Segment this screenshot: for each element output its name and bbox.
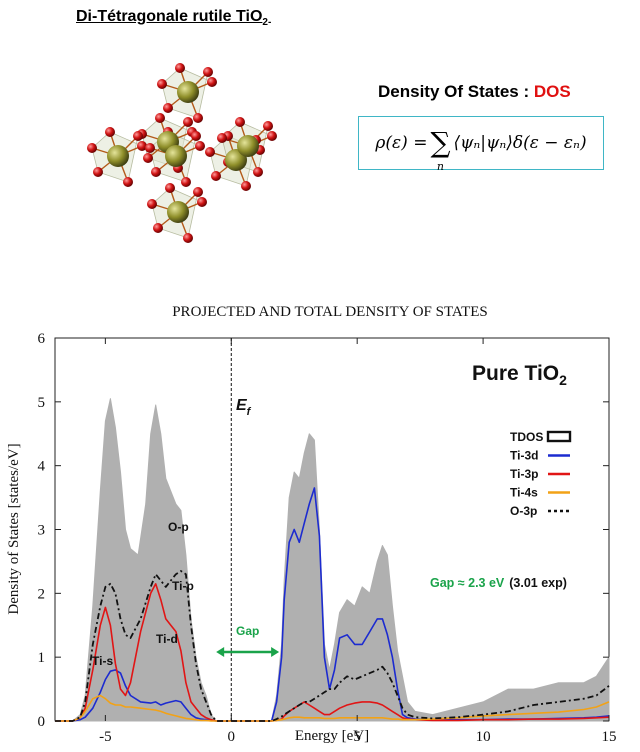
- series-tdos: [54, 398, 610, 722]
- y-tick-label: 3: [38, 523, 46, 539]
- oxygen-atom: [217, 133, 227, 143]
- gap-experimental: (3.01 exp): [509, 576, 567, 590]
- series-ti-4s: [55, 694, 610, 722]
- crystal-title-subscript: 2-: [262, 17, 272, 29]
- fermi-level-subscript: f: [247, 406, 252, 418]
- y-tick-label: 4: [38, 459, 46, 475]
- oxygen-atom: [133, 131, 143, 141]
- oxygen-atom: [183, 117, 193, 127]
- system-label: Pure TiO2: [472, 362, 567, 388]
- crystal-title-main: Di-Tétragonale rutile TiO: [76, 8, 263, 25]
- oxygen-atom: [165, 183, 175, 193]
- y-tick-label: 5: [38, 395, 46, 411]
- titanium-atom: [177, 81, 199, 103]
- oxygen-atom: [207, 77, 217, 87]
- titanium-atom: [237, 135, 259, 157]
- oxygen-atom: [137, 141, 147, 151]
- crystal-title: Di-Tétragonale rutile TiO2-: [76, 8, 271, 28]
- dos-formula: ρ(ε) = ∑ n ⟨ψₙ|ψₙ⟩δ(ε − εₙ): [358, 116, 604, 173]
- gap-arrow-head-right: [271, 647, 280, 657]
- oxygen-atom: [205, 147, 215, 157]
- oxygen-atom: [241, 181, 251, 191]
- oxygen-atom: [153, 223, 163, 233]
- gap-value-label: Gap ≈ 2.3 eV (3.01 exp): [430, 576, 567, 590]
- axis-layer: -5 0 5 10 15 0 1 2 3 4 5 6: [38, 331, 617, 745]
- oxygen-atom: [195, 141, 205, 151]
- x-tick-label: 0: [228, 729, 236, 745]
- system-label-subscript: 2: [559, 372, 567, 388]
- formula-lhs: ρ(ε) =: [375, 133, 428, 153]
- oxygen-atom: [123, 177, 133, 187]
- oxygen-atom: [235, 117, 245, 127]
- tis-label: Ti-s: [92, 654, 113, 668]
- oxygen-atom: [151, 167, 161, 177]
- oxygen-atom: [267, 131, 277, 141]
- gap-label: Gap: [236, 624, 259, 638]
- formula-sum-symbol: ∑: [430, 126, 451, 159]
- x-tick-label: 10: [476, 729, 491, 745]
- legend-label-ti-3p: Ti-3p: [510, 467, 538, 481]
- x-tick-label: 5: [353, 729, 361, 745]
- tip-label: Ti-p: [172, 579, 194, 593]
- tid-label: Ti-d: [156, 632, 178, 646]
- formula-rhs: ⟨ψₙ|ψₙ⟩δ(ε − εₙ): [453, 133, 587, 153]
- legend: TDOS Ti-3d Ti-3p Ti-4s O-3p: [510, 430, 572, 518]
- oxygen-atom: [191, 131, 201, 141]
- formula-sum-index: n: [436, 160, 444, 173]
- oxygen-atom: [193, 113, 203, 123]
- legend-swatch-tdos: [546, 430, 572, 443]
- oxygen-atom: [157, 79, 167, 89]
- atoms: [87, 63, 277, 243]
- gap-arrow: [216, 647, 280, 657]
- dos-heading: Density Of States : DOS: [378, 82, 571, 102]
- dos-chart: PROJECTED AND TOTAL DENSITY OF STATES -5…: [6, 304, 617, 745]
- y-tick-label: 6: [38, 331, 46, 347]
- rutile-crystal-structure: [87, 63, 277, 243]
- x-tick-label: 15: [602, 729, 617, 745]
- series-o-3p: [55, 570, 610, 722]
- titanium-atom: [165, 145, 187, 167]
- legend-label-tdos: TDOS: [510, 430, 543, 444]
- y-tick-label: 1: [38, 650, 46, 666]
- formula-sum: ∑ n: [430, 126, 451, 173]
- oxygen-atom: [193, 187, 203, 197]
- legend-label-o-3p: O-3p: [510, 504, 537, 518]
- oxygen-atom: [197, 197, 207, 207]
- oxygen-atom: [93, 167, 103, 177]
- gap-arrow-head-left: [216, 647, 225, 657]
- oxygen-atom: [105, 127, 115, 137]
- system-label-main: Pure TiO: [472, 362, 559, 385]
- y-tick-label: 2: [38, 586, 46, 602]
- op-label: O-p: [168, 520, 189, 534]
- oxygen-atom: [155, 113, 165, 123]
- x-axis-label: Energy [eV]: [295, 728, 369, 744]
- oxygen-atom: [181, 177, 191, 187]
- titanium-atom: [167, 201, 189, 223]
- oxygen-atom: [263, 121, 273, 131]
- legend-label-ti-3d: Ti-3d: [510, 449, 538, 463]
- y-axis-label: Density of States [states/eV]: [6, 443, 22, 614]
- oxygen-atom: [87, 143, 97, 153]
- legend-label-ti-4s: Ti-4s: [510, 486, 538, 500]
- oxygen-atom: [203, 67, 213, 77]
- titanium-atom: [107, 145, 129, 167]
- dos-heading-acronym: DOS: [533, 82, 571, 101]
- dos-heading-prefix: Density Of States :: [378, 82, 534, 101]
- fermi-level-letter: E: [236, 397, 248, 414]
- oxygen-atom: [147, 199, 157, 209]
- series-layer: [54, 398, 610, 722]
- oxygen-atom: [175, 63, 185, 73]
- oxygen-atom: [143, 153, 153, 163]
- x-tick-label: -5: [99, 729, 112, 745]
- gap-value: Gap ≈ 2.3 eV: [430, 576, 505, 590]
- oxygen-atom: [211, 171, 221, 181]
- y-tick-label: 0: [38, 714, 46, 730]
- oxygen-atom: [253, 167, 263, 177]
- chart-title: PROJECTED AND TOTAL DENSITY OF STATES: [172, 304, 488, 320]
- oxygen-atom: [183, 233, 193, 243]
- fermi-level-label: Ef: [236, 397, 252, 418]
- oxygen-atom: [163, 103, 173, 113]
- oxygen-atom: [145, 143, 155, 153]
